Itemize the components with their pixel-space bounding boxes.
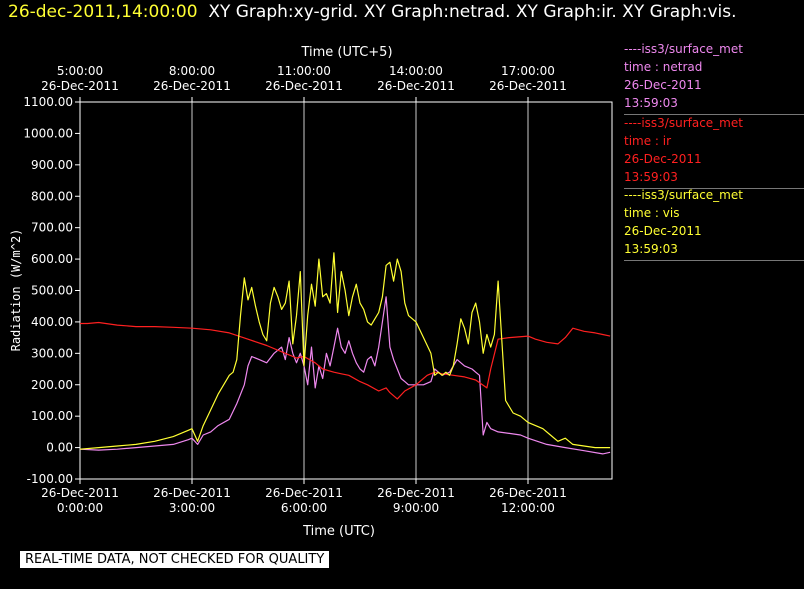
- quality-notice: REAL-TIME DATA, NOT CHECKED FOR QUALITY: [20, 551, 330, 568]
- legend-date: 26-Dec-2011: [624, 78, 702, 92]
- y-axis-label: Radiation (W/m^2): [9, 229, 23, 352]
- x-top-tick-label-time: 8:00:00: [169, 64, 215, 78]
- x-top-tick-label-time: 11:00:00: [277, 64, 331, 78]
- legend-entry-vis: ----iss3/surface_met time : vis 26-Dec-2…: [624, 186, 804, 261]
- x-top-tick-label-time: 5:00:00: [57, 64, 103, 78]
- x-axis-bottom: 26-Dec-20110:00:0026-Dec-20113:00:0026-D…: [41, 479, 567, 515]
- legend-entry-netrad: ----iss3/surface_met time : netrad 26-De…: [624, 40, 804, 115]
- grid: [191, 102, 529, 479]
- y-tick-label: 0.00: [46, 441, 73, 455]
- legend-source: ----iss3/surface_met: [624, 42, 743, 56]
- x-top-tick-label-date: 26-Dec-2011: [41, 79, 119, 93]
- y-tick-label: 900.00: [31, 158, 73, 172]
- y-tick-label: 400.00: [31, 315, 73, 329]
- y-axis: -100.00 0.00 100.00 200.00 300.00 400.00 500.0…: [23, 95, 80, 486]
- x-top-tick-label-time: 17:00:00: [501, 64, 555, 78]
- x-tick-label-date: 26-Dec-2011: [489, 486, 567, 500]
- x-tick-label-time: 12:00:00: [501, 501, 555, 515]
- y-tick-label: 500.00: [31, 284, 73, 298]
- y-tick-label: 700.00: [31, 221, 73, 235]
- legend-label: time : netrad: [624, 60, 703, 74]
- x-tick-label-date: 26-Dec-2011: [41, 486, 119, 500]
- y-tick-label: 200.00: [31, 378, 73, 392]
- legend-divider: [624, 188, 804, 189]
- y-tick-label: -100.00: [27, 472, 73, 486]
- x-axis-top-label: Time (UTC+5): [300, 45, 392, 60]
- legend-date: 26-Dec-2011: [624, 152, 702, 166]
- legend-time: 13:59:03: [624, 170, 678, 184]
- y-tick-label: 100.00: [31, 409, 73, 423]
- x-top-tick-label-date: 26-Dec-2011: [377, 79, 455, 93]
- plot-frame: [79, 101, 613, 480]
- x-top-tick-label-date: 26-Dec-2011: [265, 79, 343, 93]
- legend-source: ----iss3/surface_met: [624, 116, 743, 130]
- x-tick-label-date: 26-Dec-2011: [377, 486, 455, 500]
- x-tick-label-time: 9:00:00: [393, 501, 439, 515]
- y-tick-label: 1000.00: [23, 126, 73, 140]
- y-tick-label: 800.00: [31, 189, 73, 203]
- x-tick-label-time: 6:00:00: [281, 501, 327, 515]
- x-top-tick-label-date: 26-Dec-2011: [489, 79, 567, 93]
- series-line-netrad: [79, 296, 611, 455]
- x-top-tick-label-time: 14:00:00: [389, 64, 443, 78]
- x-tick-label-date: 26-Dec-2011: [265, 486, 343, 500]
- x-tick-label-date: 26-Dec-2011: [153, 486, 231, 500]
- header-timestamp: 26-dec-2011,14:00:00: [8, 2, 198, 22]
- header-graph-list: XY Graph:xy-grid. XY Graph:netrad. XY Gr…: [208, 2, 737, 22]
- x-top-tick-label-date: 26-Dec-2011: [153, 79, 231, 93]
- legend-label: time : ir: [624, 134, 672, 148]
- legend-date: 26-Dec-2011: [624, 224, 702, 238]
- legend-divider: [624, 260, 804, 261]
- x-tick-label-time: 0:00:00: [57, 501, 103, 515]
- series-group: [79, 252, 611, 455]
- x-tick-label-time: 3:00:00: [169, 501, 215, 515]
- y-tick-label: 300.00: [31, 346, 73, 360]
- legend-divider: [624, 114, 804, 115]
- legend-source: ----iss3/surface_met: [624, 188, 743, 202]
- x-axis-label: Time (UTC): [302, 524, 375, 539]
- legend-label: time : vis: [624, 206, 680, 220]
- series-line-ir: [80, 321, 611, 400]
- legend-time: 13:59:03: [624, 96, 678, 110]
- y-tick-label: 600.00: [31, 252, 73, 266]
- y-tick-label: 1100.00: [23, 95, 73, 109]
- x-axis-top: 5:00:0026-Dec-20118:00:0026-Dec-201111:0…: [41, 64, 567, 102]
- series-line-vis: [79, 252, 611, 450]
- header: 26-dec-2011,14:00:00 XY Graph:xy-grid. X…: [8, 2, 737, 22]
- legend-entry-ir: ----iss3/surface_met time : ir 26-Dec-20…: [624, 114, 804, 189]
- legend-time: 13:59:03: [624, 242, 678, 256]
